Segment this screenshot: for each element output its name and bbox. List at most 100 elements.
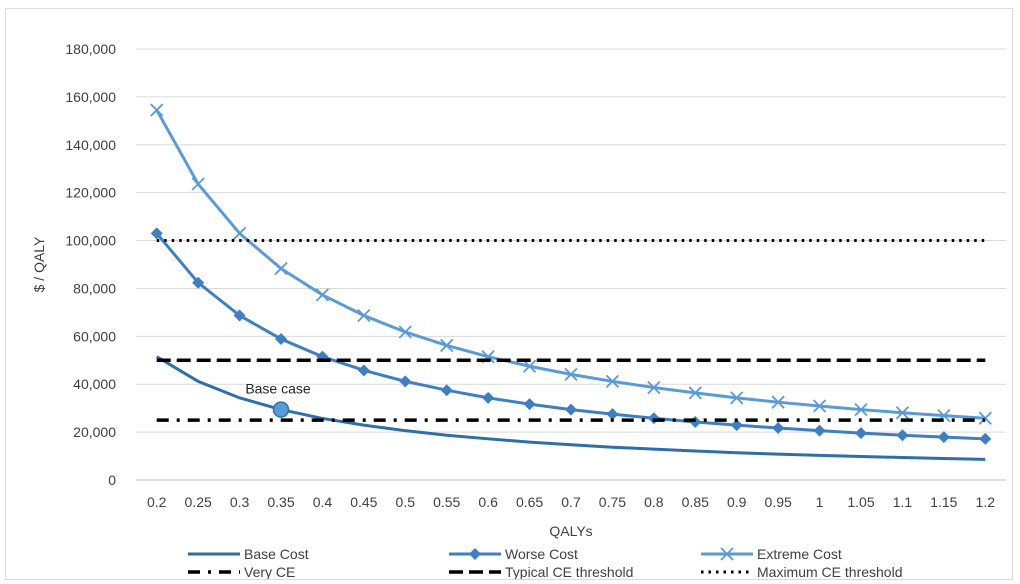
y-tick-label: 40,000 <box>73 376 116 392</box>
legend-item-base-cost: Base Cost <box>188 546 309 562</box>
x-tick-label: 0.5 <box>396 494 416 510</box>
x-tick-label: 0.3 <box>230 494 250 510</box>
extreme-cost-point <box>812 399 827 413</box>
x-axis-ticks: 0.2 0.25 0.3 0.35 0.4 0.45 0.5 0.55 0.6 0.65 0.7 0.… <box>147 494 995 510</box>
worse-cost-point <box>730 419 743 432</box>
x-tick-label: 0.65 <box>516 494 543 510</box>
worse-cost-point <box>440 384 453 397</box>
legend-label-worse-cost: Worse Cost <box>505 546 578 562</box>
legend-label-very-ce: Very CE <box>244 564 295 579</box>
legend-item-typical-ce-threshold: Typical CE threshold <box>449 564 633 580</box>
worse-cost-point <box>523 398 536 411</box>
worse-cost-point <box>813 424 826 437</box>
legend-label-extreme-cost: Extreme Cost <box>757 546 842 562</box>
x-tick-label: 1 <box>816 494 824 510</box>
worse-cost-point <box>150 227 163 240</box>
worse-cost-point <box>233 309 246 322</box>
extreme-cost-point <box>315 288 330 302</box>
base-case-marker <box>272 401 290 418</box>
series-layer <box>150 103 992 461</box>
base-cost-line <box>155 355 986 461</box>
x-tick-label: 0.6 <box>478 494 498 510</box>
worse-cost-point <box>689 416 702 429</box>
extreme-cost-line <box>155 109 986 420</box>
worse-cost-point <box>606 408 619 421</box>
y-tick-label: 140,000 <box>65 137 116 153</box>
y-tick-label: 20,000 <box>73 424 116 440</box>
x-axis-title: QALYs <box>549 523 592 539</box>
extreme-cost-point <box>730 391 744 405</box>
worse-cost-point <box>772 422 785 435</box>
extreme-cost-point <box>440 338 454 353</box>
x-tick-label: 0.35 <box>267 494 294 510</box>
worse-cost-point <box>482 391 495 404</box>
extreme-cost-series <box>150 103 992 425</box>
y-tick-label: 120,000 <box>65 185 116 201</box>
y-axis-title: $ / QALY <box>31 236 47 292</box>
extreme-cost-point <box>647 380 661 395</box>
x-tick-label: 1.1 <box>893 494 913 510</box>
legend: Base Cost Worse Cost Extreme Cost Very CE Ty… <box>188 546 903 580</box>
x-tick-label: 0.7 <box>561 494 581 510</box>
extreme-cost-point <box>357 308 371 323</box>
worse-cost-point <box>896 429 909 442</box>
legend-label-maximum-ce-threshold: Maximum CE threshold <box>757 564 903 579</box>
x-tick-label: 0.9 <box>727 494 747 510</box>
x-tick-label: 0.2 <box>147 494 167 510</box>
worse-cost-point <box>399 375 412 388</box>
extreme-cost-point <box>978 411 992 425</box>
x-tick-label: 0.85 <box>682 494 709 510</box>
x-tick-label: 1.05 <box>847 494 874 510</box>
x-tick-label: 0.55 <box>433 494 460 510</box>
y-tick-label: 60,000 <box>73 328 116 344</box>
x-tick-label: 0.4 <box>313 494 333 510</box>
legend-item-very-ce: Very CE <box>188 564 295 580</box>
y-tick-label: 160,000 <box>65 89 116 105</box>
legend-label-typical-ce-threshold: Typical CE threshold <box>505 564 633 579</box>
legend-label-base-cost: Base Cost <box>244 546 309 562</box>
legend-item-extreme-cost: Extreme Cost <box>701 546 842 562</box>
line-chart: 0 20,000 40,000 60,000 80,000 100,000 120,000 1… <box>31 41 1006 580</box>
x-tick-label: 1.2 <box>976 494 996 510</box>
worse-cost-point <box>357 364 370 377</box>
worse-cost-point <box>192 276 205 289</box>
extreme-cost-point <box>771 395 785 409</box>
worse-cost-point <box>855 427 867 440</box>
chart-frame: 0 20,000 40,000 60,000 80,000 100,000 120,000 1… <box>5 8 1013 580</box>
extreme-cost-point <box>895 406 910 420</box>
y-axis-ticks: 0 20,000 40,000 60,000 80,000 100,000 120,000 1… <box>65 41 116 488</box>
extreme-cost-point <box>854 402 868 417</box>
legend-item-maximum-ce-threshold: Maximum CE threshold <box>701 564 903 580</box>
x-tick-label: 0.45 <box>350 494 377 510</box>
worse-cost-point <box>979 432 992 445</box>
legend-item-worse-cost: Worse Cost <box>449 546 578 562</box>
extreme-cost-point <box>605 374 620 388</box>
worse-cost-series <box>150 227 992 445</box>
extreme-cost-point <box>274 261 288 276</box>
extreme-cost-point <box>564 367 578 382</box>
annotation-layer: Base case <box>245 381 311 418</box>
extreme-cost-point <box>398 325 412 339</box>
x-tick-label: 0.75 <box>599 494 626 510</box>
x-tick-label: 0.8 <box>644 494 664 510</box>
legend-extreme-cost-point <box>720 547 734 561</box>
worse-cost-point <box>937 431 950 444</box>
y-tick-label: 100,000 <box>65 233 116 249</box>
y-tick-label: 80,000 <box>73 280 116 296</box>
extreme-cost-point <box>688 386 702 400</box>
extreme-cost-point <box>522 359 537 373</box>
x-tick-label: 1.15 <box>930 494 957 510</box>
y-tick-label: 0 <box>108 472 116 488</box>
x-tick-label: 0.95 <box>765 494 792 510</box>
legend-worse-cost-point <box>469 548 481 560</box>
x-tick-label: 0.25 <box>185 494 212 510</box>
extreme-cost-point <box>191 177 205 191</box>
base-case-label: Base case <box>245 381 311 397</box>
extreme-cost-point <box>150 103 164 117</box>
extreme-cost-point <box>232 226 247 241</box>
y-tick-label: 180,000 <box>65 41 116 57</box>
worse-cost-point <box>565 403 577 416</box>
base-cost-series <box>155 355 986 461</box>
worse-cost-point <box>275 332 287 345</box>
worse-cost-point <box>647 412 660 425</box>
